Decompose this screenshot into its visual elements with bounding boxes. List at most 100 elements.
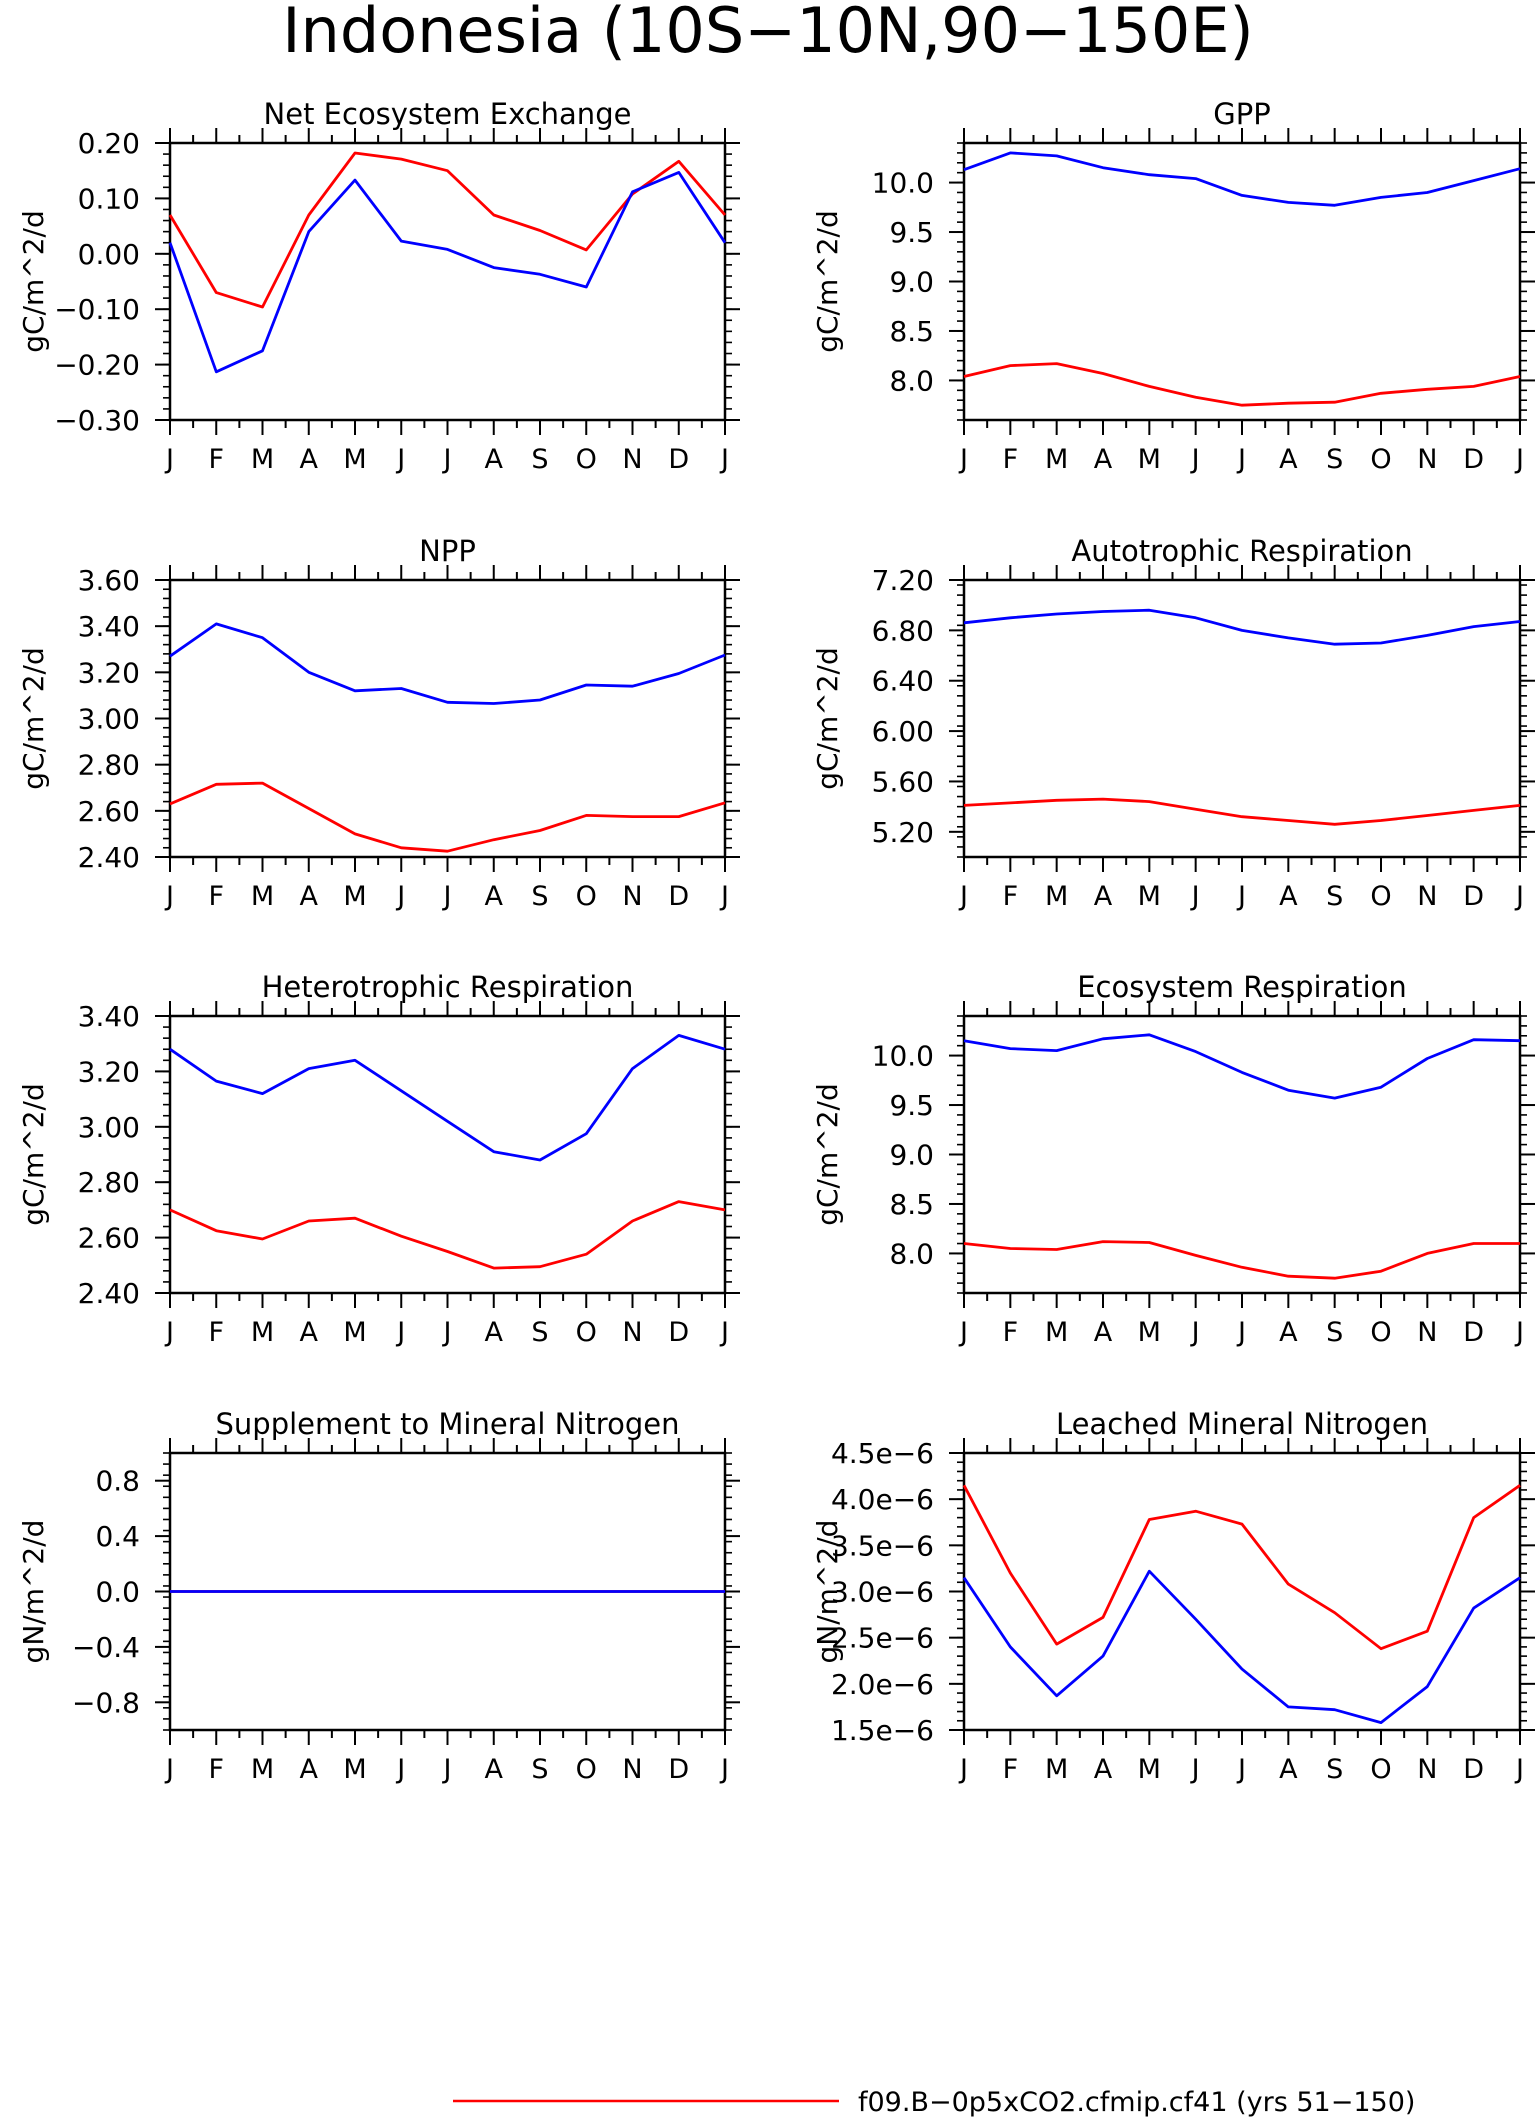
x-tick-label: A: [485, 1317, 504, 1348]
x-tick-label: O: [576, 444, 597, 475]
x-tick-label: J: [1190, 881, 1200, 912]
x-tick-label: D: [668, 1317, 689, 1348]
y-tick-label: −0.30: [54, 404, 140, 437]
x-tick-label: F: [208, 444, 224, 475]
x-tick-label: J: [958, 1754, 968, 1785]
x-tick-label: D: [668, 1754, 689, 1785]
y-tick-label: 6.40: [872, 665, 934, 698]
x-tick-label: A: [300, 881, 319, 912]
x-tick-label: O: [576, 1317, 597, 1348]
x-tick-label: A: [300, 1754, 319, 1785]
panel-heterotrophic-respiration: J F M A M J J A S O N D J2.402.602.803.003.203.40Het…: [17, 970, 740, 1348]
y-tick-label: 8.5: [889, 1188, 934, 1221]
x-tick-label: O: [576, 1754, 597, 1785]
x-tick-label: S: [531, 1317, 548, 1348]
x-tick-label: F: [208, 881, 224, 912]
y-tick-label: 3.40: [78, 610, 140, 643]
x-tick-label: J: [1514, 1317, 1524, 1348]
x-tick-label: J: [1514, 444, 1524, 475]
x-tick-label: N: [1417, 444, 1437, 475]
series-line-blue: [169, 1034, 726, 1162]
x-tick-label: N: [622, 881, 642, 912]
x-tick-label: J: [164, 444, 174, 475]
x-tick-label: N: [622, 444, 642, 475]
x-tick-label: J: [1514, 1754, 1524, 1785]
x-tick-label: M: [343, 444, 366, 475]
y-axis-label: gC/m^2/d: [17, 1083, 50, 1226]
y-axis-label: gN/m^2/d: [17, 1520, 50, 1664]
series-line-blue: [962, 1569, 1521, 1724]
y-tick-label: 3.5e−6: [831, 1529, 934, 1562]
x-tick-label: A: [1094, 444, 1113, 475]
y-tick-label: 0.8: [95, 1465, 140, 1498]
y-tick-label: 0.10: [78, 182, 140, 215]
series-line-red: [169, 1200, 726, 1270]
x-tick-label: O: [1370, 1317, 1391, 1348]
x-tick-label: M: [1138, 881, 1161, 912]
y-tick-label: 8.5: [889, 315, 934, 348]
x-tick-label: S: [1326, 881, 1343, 912]
x-tick-label: J: [1236, 1317, 1246, 1348]
x-tick-label: J: [1236, 881, 1246, 912]
panel-leached-mineral-nitrogen: J F M A M J J A S O N D J1.5e−62.0e−62.5e−63.0e−63.5…: [811, 1407, 1535, 1785]
x-tick-label: J: [958, 1317, 968, 1348]
y-tick-label: 8.0: [889, 1237, 934, 1270]
y-tick-label: 2.40: [78, 1277, 140, 1310]
series-line-blue: [168, 170, 727, 374]
series-line-blue: [963, 151, 1521, 207]
x-tick-label: M: [1045, 1754, 1068, 1785]
x-tick-label: J: [164, 1317, 174, 1348]
x-tick-label: D: [1463, 444, 1484, 475]
y-tick-label: −0.4: [72, 1631, 140, 1664]
x-tick-label: J: [958, 444, 968, 475]
x-tick-label: A: [1094, 1754, 1113, 1785]
y-tick-label: 4.5e−6: [831, 1437, 934, 1470]
x-tick-label: M: [343, 1754, 366, 1785]
x-tick-label: F: [1003, 1317, 1019, 1348]
y-axis-label: gC/m^2/d: [17, 210, 50, 353]
x-tick-label: A: [300, 444, 319, 475]
panel-title: GPP: [1213, 97, 1270, 131]
y-tick-label: 9.0: [889, 1139, 934, 1172]
y-axis-label: gN/m^2/d: [811, 1520, 844, 1664]
x-tick-label: J: [395, 881, 405, 912]
y-axis-label: gC/m^2/d: [811, 210, 844, 353]
y-tick-label: 7.20: [872, 564, 934, 597]
x-tick-label: O: [576, 881, 597, 912]
x-tick-label: M: [1045, 1317, 1068, 1348]
panel-title: Ecosystem Respiration: [1077, 970, 1407, 1004]
x-tick-label: A: [485, 881, 504, 912]
plot-frame: [168, 141, 727, 422]
x-tick-label: A: [1094, 881, 1113, 912]
x-tick-label: A: [485, 1754, 504, 1785]
x-tick-label: M: [1045, 881, 1068, 912]
x-tick-label: F: [1003, 1754, 1019, 1785]
x-tick-label: M: [1138, 444, 1161, 475]
x-tick-label: N: [1417, 1317, 1437, 1348]
x-tick-label: O: [1370, 1754, 1391, 1785]
x-tick-label: J: [719, 1754, 729, 1785]
y-tick-label: 3.20: [78, 656, 140, 689]
series-line-red: [963, 797, 1521, 826]
series-line-red: [963, 362, 1521, 407]
x-tick-label: J: [719, 881, 729, 912]
x-tick-label: M: [1138, 1754, 1161, 1785]
x-tick-label: S: [531, 881, 548, 912]
y-axis-label: gC/m^2/d: [811, 1083, 844, 1226]
y-tick-label: −0.20: [54, 349, 140, 382]
panel-title: Leached Mineral Nitrogen: [1056, 1407, 1428, 1441]
x-tick-label: J: [719, 444, 729, 475]
x-tick-label: A: [1279, 1754, 1298, 1785]
y-axis-label: gC/m^2/d: [17, 647, 50, 790]
panel-title: Heterotrophic Respiration: [262, 970, 634, 1004]
panel-title: Supplement to Mineral Nitrogen: [216, 1407, 680, 1441]
y-tick-label: 0.4: [95, 1520, 140, 1553]
series-line-red: [963, 1240, 1520, 1280]
x-tick-label: M: [1138, 1317, 1161, 1348]
x-tick-label: A: [300, 1317, 319, 1348]
series-line-blue: [169, 622, 726, 705]
y-tick-label: 1.5e−6: [831, 1714, 934, 1747]
x-tick-label: M: [251, 444, 274, 475]
x-tick-label: J: [1236, 444, 1246, 475]
